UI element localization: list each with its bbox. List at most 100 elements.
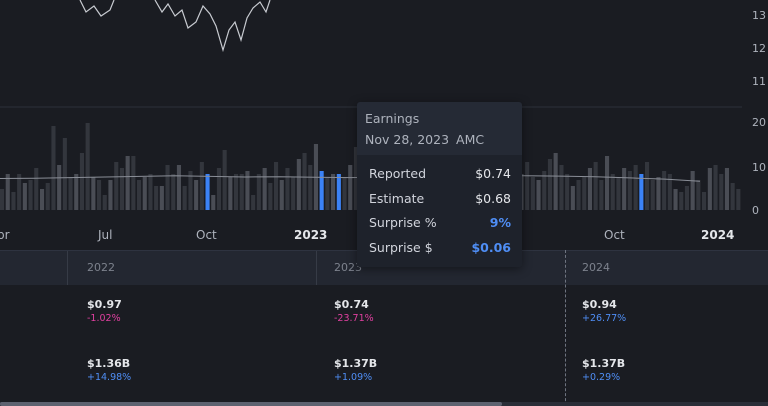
revenue-change: +1.09% xyxy=(334,372,373,383)
column-divider xyxy=(67,251,68,285)
volume-bar xyxy=(148,174,153,210)
volume-bar xyxy=(627,171,632,210)
volume-bar xyxy=(199,162,204,210)
earnings-volume-bar xyxy=(319,171,324,210)
volume-bar xyxy=(279,180,284,210)
price-line-right xyxy=(154,0,271,53)
volume-bar xyxy=(645,162,650,210)
volume-bar xyxy=(182,186,187,210)
volume-bar xyxy=(176,165,181,210)
eps-value: $0.97 xyxy=(87,298,122,311)
tooltip-body: Reported $0.74 Estimate $0.68 Surprise %… xyxy=(357,155,522,267)
volume-bar xyxy=(570,186,575,210)
volume-bar xyxy=(211,195,216,210)
volume-average-line xyxy=(0,174,701,182)
volume-bar xyxy=(719,174,724,210)
volume-bar xyxy=(125,156,130,210)
volume-bar xyxy=(119,168,124,210)
volume-bar xyxy=(256,174,261,210)
volume-bar xyxy=(667,174,672,210)
volume-bar xyxy=(34,168,39,210)
volume-bar xyxy=(530,177,535,210)
volume-bar xyxy=(188,171,193,210)
tooltip-value: $0.74 xyxy=(475,166,511,181)
x-label-jul: Jul xyxy=(97,228,112,242)
x-label-apr: pr xyxy=(0,228,10,242)
tooltip-row-reported: Reported $0.74 xyxy=(369,166,511,184)
volume-bar xyxy=(85,123,90,210)
volume-bar xyxy=(616,177,621,210)
volume-bar xyxy=(251,195,256,210)
volume-bar xyxy=(730,183,735,210)
volume-bar xyxy=(154,186,159,210)
eps-change: -23.71% xyxy=(334,313,374,324)
volume-bar xyxy=(159,186,164,210)
tooltip-title: Earnings xyxy=(365,111,420,126)
volume-bar xyxy=(274,162,279,210)
volume-bar xyxy=(245,171,250,210)
volume-bar xyxy=(696,180,701,210)
volume-bar xyxy=(40,189,45,210)
volume-bar xyxy=(342,177,347,210)
volume-bar xyxy=(28,180,33,210)
tooltip-label: Surprise % xyxy=(369,215,437,230)
volume-bar xyxy=(91,177,96,210)
eps-value: $0.94 xyxy=(582,298,617,311)
axis-label-vol-10: 10 xyxy=(752,161,766,174)
volume-bar xyxy=(51,126,56,210)
horizontal-scrollbar[interactable] xyxy=(0,402,768,406)
volume-bar xyxy=(114,162,119,210)
volume-bar xyxy=(262,168,267,210)
tooltip-row-surprise-usd: Surprise $ $0.06 xyxy=(369,240,511,258)
axis-label-vol-0: 0 xyxy=(752,204,759,217)
volume-bar xyxy=(137,180,142,210)
tooltip-value: $0.06 xyxy=(471,240,511,255)
x-label-oct-2023: Oct xyxy=(604,228,625,242)
revenue-value: $1.37B xyxy=(582,357,626,370)
tooltip-date: Nov 28, 2023 xyxy=(365,132,450,147)
volume-bar xyxy=(684,186,689,210)
revenue-value: $1.37B xyxy=(334,357,378,370)
x-label-oct: Oct xyxy=(196,228,217,242)
tooltip-value: 9% xyxy=(489,215,511,230)
volume-bar xyxy=(102,195,107,210)
volume-bar xyxy=(331,174,336,210)
volume-bar xyxy=(348,165,353,210)
volume-bar xyxy=(542,171,547,210)
volume-bar xyxy=(650,180,655,210)
volume-bar xyxy=(662,171,667,210)
volume-bar xyxy=(633,165,638,210)
volume-bar xyxy=(353,147,358,210)
column-2023: 2023 xyxy=(334,261,362,274)
volume-bar xyxy=(553,153,558,210)
volume-bar xyxy=(736,189,741,210)
axis-label-12: 12 xyxy=(752,42,766,55)
column-2022: 2022 xyxy=(87,261,115,274)
volume-bar xyxy=(45,183,50,210)
volume-bar xyxy=(239,174,244,210)
volume-bar xyxy=(74,174,79,210)
volume-bar xyxy=(291,177,296,210)
revenue-value: $1.36B xyxy=(87,357,131,370)
volume-bar xyxy=(234,174,239,210)
volume-bar xyxy=(22,183,27,210)
scrollbar-thumb[interactable] xyxy=(0,402,502,406)
eps-value: $0.74 xyxy=(334,298,369,311)
volume-bar xyxy=(707,168,712,210)
volume-bar xyxy=(228,177,233,210)
tooltip-date-line: Nov 28, 2023 AMC xyxy=(365,132,491,147)
volume-bar xyxy=(302,153,307,210)
eps-cell-2022: $0.97 -1.02% xyxy=(87,298,122,325)
eps-change: +26.77% xyxy=(582,313,627,324)
earnings-table: 2022 2023 2024 $0.97 -1.02% $0.74 -23.71… xyxy=(0,250,768,406)
revenue-cell-2023: $1.37B +1.09% xyxy=(334,357,377,384)
volume-bar xyxy=(713,165,718,210)
volume-bar xyxy=(582,177,587,210)
revenue-cell-2022: $1.36B +14.98% xyxy=(87,357,131,384)
volume-bar xyxy=(68,177,73,210)
volume-bar xyxy=(565,174,570,210)
volume-bar xyxy=(17,174,22,210)
volume-bar xyxy=(525,162,530,210)
volume-bar xyxy=(285,168,290,210)
volume-bar xyxy=(171,174,176,210)
